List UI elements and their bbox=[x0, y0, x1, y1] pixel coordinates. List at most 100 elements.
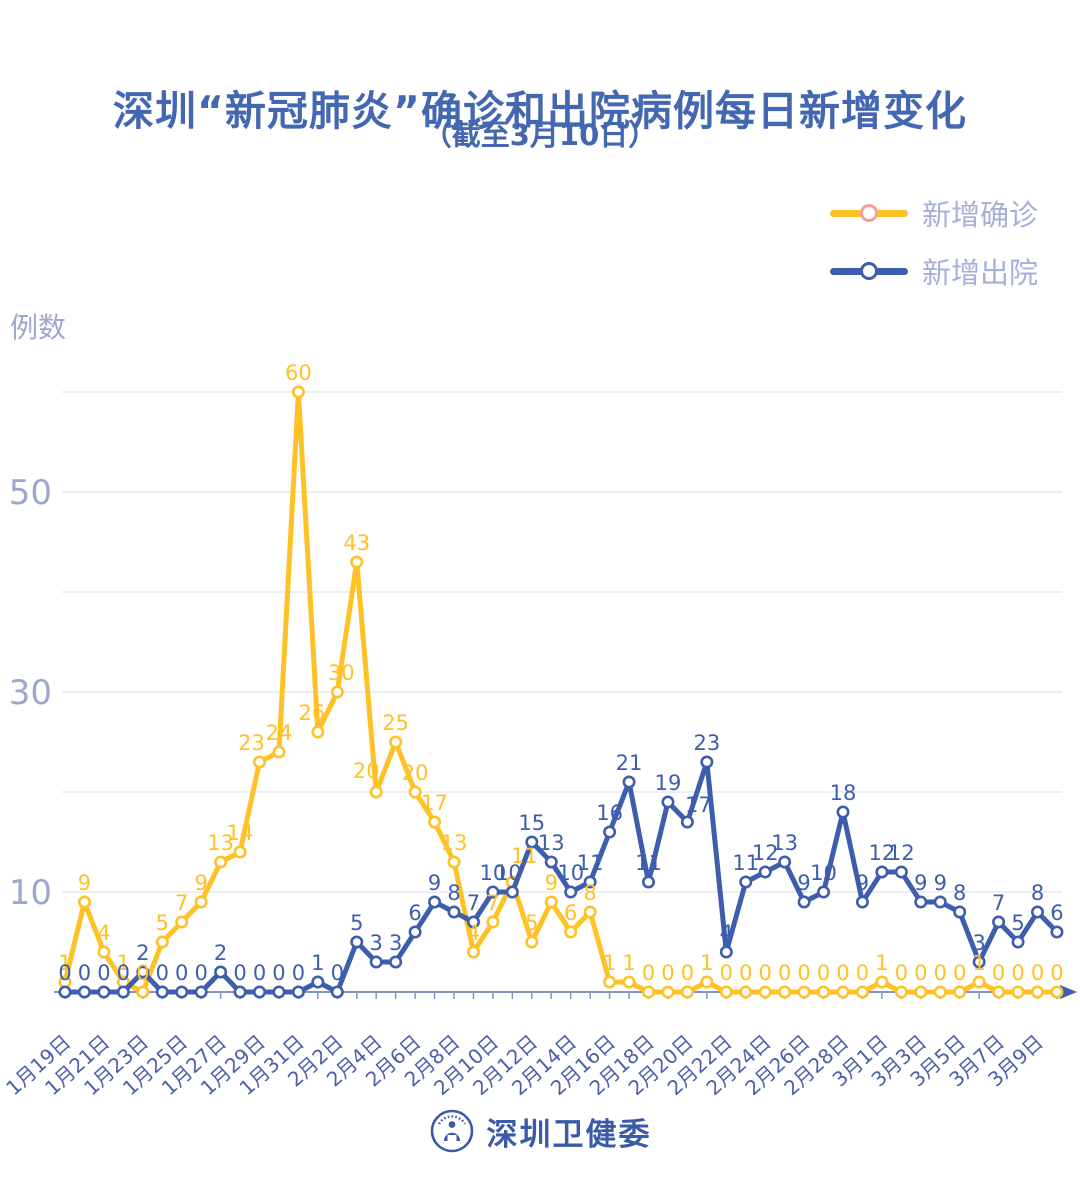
data-label: 1 bbox=[622, 951, 635, 975]
data-label: 3 bbox=[972, 931, 985, 955]
data-label: 6 bbox=[564, 901, 577, 925]
data-label: 9 bbox=[914, 871, 927, 895]
data-point bbox=[894, 865, 908, 879]
data-label: 17 bbox=[685, 793, 712, 817]
data-label: 0 bbox=[272, 961, 285, 985]
data-label: 0 bbox=[117, 961, 130, 985]
y-tick-label: 10 bbox=[9, 873, 52, 913]
data-label: 0 bbox=[1050, 961, 1063, 985]
data-label: 15 bbox=[518, 811, 545, 835]
data-point bbox=[350, 555, 364, 569]
data-point bbox=[466, 945, 480, 959]
data-point bbox=[661, 795, 675, 809]
series-new-confirmed bbox=[58, 385, 1064, 999]
data-point bbox=[778, 985, 792, 999]
data-label: 13 bbox=[441, 831, 468, 855]
data-point bbox=[155, 935, 169, 949]
data-label: 0 bbox=[175, 961, 188, 985]
data-point bbox=[369, 955, 383, 969]
data-point bbox=[953, 905, 967, 919]
data-label: 7 bbox=[175, 891, 188, 915]
data-point bbox=[972, 955, 986, 969]
shenzhen-health-commission-logo-icon bbox=[430, 1109, 473, 1153]
data-label: 16 bbox=[596, 801, 623, 825]
data-label: 21 bbox=[616, 751, 643, 775]
data-point bbox=[855, 895, 869, 909]
data-label: 0 bbox=[895, 961, 908, 985]
data-label: 0 bbox=[817, 961, 830, 985]
data-label: 0 bbox=[1011, 961, 1024, 985]
data-point bbox=[797, 895, 811, 909]
data-label: 0 bbox=[233, 961, 246, 985]
data-label: 0 bbox=[856, 961, 869, 985]
data-point bbox=[817, 985, 831, 999]
data-label: 24 bbox=[266, 721, 293, 745]
data-point bbox=[875, 865, 889, 879]
data-point bbox=[97, 985, 111, 999]
data-point bbox=[389, 735, 403, 749]
data-label: 12 bbox=[888, 841, 915, 865]
data-label: 0 bbox=[992, 961, 1005, 985]
data-point bbox=[817, 885, 831, 899]
data-point bbox=[311, 975, 325, 989]
data-point bbox=[933, 895, 947, 909]
data-point bbox=[136, 965, 150, 979]
data-point bbox=[428, 815, 442, 829]
data-label: 1 bbox=[972, 951, 985, 975]
data-point bbox=[953, 985, 967, 999]
data-label: 26 bbox=[298, 701, 325, 725]
data-label: 13 bbox=[771, 831, 798, 855]
data-point bbox=[253, 755, 267, 769]
data-point bbox=[233, 845, 247, 859]
data-point bbox=[1031, 905, 1045, 919]
footer: 深圳卫健委 bbox=[0, 1108, 1080, 1154]
data-point bbox=[564, 885, 578, 899]
data-label: 1 bbox=[603, 951, 616, 975]
data-point bbox=[272, 985, 286, 999]
data-label: 11 bbox=[732, 851, 759, 875]
data-label: 10 bbox=[495, 861, 522, 885]
data-label: 2 bbox=[136, 941, 149, 965]
data-labels-new-discharged: 0 0 0 020 0 020 0 0 0 1 053 369 8 7101015131011162111… bbox=[58, 731, 1063, 985]
data-label: 9 bbox=[428, 871, 441, 895]
data-label: 10 bbox=[557, 861, 584, 885]
data-label: 0 bbox=[953, 961, 966, 985]
data-point bbox=[428, 895, 442, 909]
data-label: 17 bbox=[421, 791, 448, 815]
data-label: 10 bbox=[810, 861, 837, 885]
data-point bbox=[583, 875, 597, 889]
data-label: 19 bbox=[655, 771, 682, 795]
data-label: 10 bbox=[480, 861, 507, 885]
data-label: 0 bbox=[778, 961, 791, 985]
data-label: 18 bbox=[830, 781, 857, 805]
data-point bbox=[894, 985, 908, 999]
data-point bbox=[350, 935, 364, 949]
data-point bbox=[992, 985, 1006, 999]
data-point bbox=[233, 985, 247, 999]
data-label: 0 bbox=[78, 961, 91, 985]
data-label: 23 bbox=[693, 731, 720, 755]
data-label: 0 bbox=[759, 961, 772, 985]
data-label: 30 bbox=[328, 661, 355, 685]
data-point bbox=[1050, 925, 1064, 939]
data-label: 12 bbox=[752, 841, 779, 865]
y-axis-tick-labels: 10 30 50 bbox=[9, 473, 52, 913]
data-point bbox=[603, 825, 617, 839]
data-point bbox=[719, 985, 733, 999]
data-point bbox=[408, 785, 422, 799]
data-label: 5 bbox=[1011, 911, 1024, 935]
data-label: 0 bbox=[58, 961, 71, 985]
data-point bbox=[466, 915, 480, 929]
data-point bbox=[583, 905, 597, 919]
legend-label-confirmed: 新增确诊 bbox=[921, 198, 1038, 232]
chart-subtitle: （截至3月10日） bbox=[422, 118, 658, 152]
data-label: 0 bbox=[136, 961, 149, 985]
data-label: 11 bbox=[577, 851, 604, 875]
data-point bbox=[603, 975, 617, 989]
data-label: 23 bbox=[238, 731, 265, 755]
y-axis-title: 例数 bbox=[10, 311, 67, 344]
data-label: 14 bbox=[227, 821, 254, 845]
data-label: 0 bbox=[934, 961, 947, 985]
data-label: 8 bbox=[583, 881, 596, 905]
gridlines bbox=[62, 391, 1062, 893]
